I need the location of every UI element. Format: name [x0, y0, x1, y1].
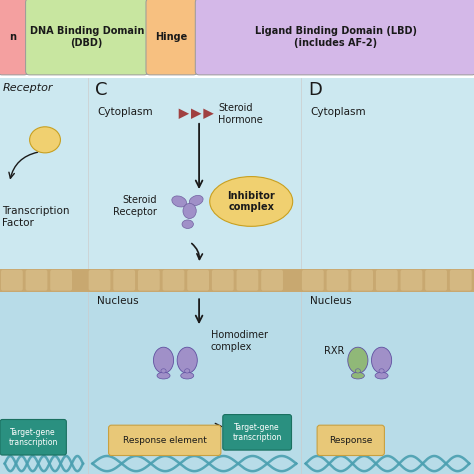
Ellipse shape — [154, 347, 173, 374]
FancyBboxPatch shape — [302, 270, 324, 291]
FancyBboxPatch shape — [113, 270, 135, 291]
Bar — [88, 292, 301, 474]
FancyBboxPatch shape — [146, 0, 197, 75]
FancyBboxPatch shape — [401, 270, 422, 291]
Ellipse shape — [351, 373, 365, 379]
Ellipse shape — [189, 195, 203, 206]
FancyBboxPatch shape — [187, 270, 209, 291]
FancyBboxPatch shape — [261, 270, 283, 291]
Text: Cytoplasm: Cytoplasm — [97, 107, 153, 117]
Bar — [0, 78, 88, 269]
Bar — [0, 292, 88, 474]
FancyBboxPatch shape — [351, 270, 373, 291]
Bar — [162, 359, 165, 374]
Bar — [301, 292, 474, 474]
Text: Steroid
Receptor: Steroid Receptor — [112, 195, 156, 217]
FancyBboxPatch shape — [327, 270, 348, 291]
Text: Nucleus: Nucleus — [310, 296, 352, 306]
FancyBboxPatch shape — [450, 270, 472, 291]
Text: Homodimer
complex: Homodimer complex — [211, 330, 268, 352]
Polygon shape — [203, 109, 214, 119]
Ellipse shape — [161, 369, 166, 373]
Ellipse shape — [157, 373, 170, 379]
Polygon shape — [191, 109, 201, 119]
Bar — [88, 78, 301, 269]
Ellipse shape — [348, 347, 368, 374]
Bar — [301, 269, 474, 292]
Text: Cytoplasm: Cytoplasm — [310, 107, 366, 117]
Polygon shape — [179, 109, 189, 119]
Ellipse shape — [185, 369, 190, 373]
Text: C: C — [95, 81, 107, 99]
Ellipse shape — [183, 203, 196, 219]
Ellipse shape — [182, 220, 193, 228]
FancyBboxPatch shape — [0, 0, 28, 75]
FancyBboxPatch shape — [0, 419, 66, 455]
Ellipse shape — [181, 373, 194, 379]
Text: RXR: RXR — [324, 346, 344, 356]
FancyBboxPatch shape — [1, 270, 23, 291]
FancyBboxPatch shape — [89, 270, 110, 291]
Text: D: D — [308, 81, 322, 99]
Ellipse shape — [29, 127, 61, 153]
FancyBboxPatch shape — [138, 270, 160, 291]
Ellipse shape — [355, 369, 360, 373]
Text: Receptor: Receptor — [2, 83, 53, 93]
Ellipse shape — [372, 347, 392, 374]
Ellipse shape — [379, 369, 384, 373]
FancyBboxPatch shape — [109, 425, 221, 456]
Ellipse shape — [172, 196, 186, 207]
Text: DNA Binding Domain
(DBD): DNA Binding Domain (DBD) — [29, 26, 144, 47]
Text: Nucleus: Nucleus — [97, 296, 139, 306]
Bar — [301, 78, 474, 269]
FancyBboxPatch shape — [237, 270, 258, 291]
Bar — [185, 359, 189, 374]
Text: Target-gene
transcription: Target-gene transcription — [9, 428, 58, 447]
Text: Transcription
Factor: Transcription Factor — [2, 206, 70, 228]
FancyBboxPatch shape — [195, 0, 474, 75]
FancyBboxPatch shape — [223, 415, 292, 450]
Bar — [380, 359, 383, 374]
Bar — [88, 269, 301, 292]
FancyBboxPatch shape — [317, 425, 384, 456]
FancyBboxPatch shape — [376, 270, 398, 291]
Ellipse shape — [210, 177, 292, 227]
FancyBboxPatch shape — [212, 270, 234, 291]
Text: Response: Response — [329, 436, 373, 445]
Text: Hinge: Hinge — [155, 32, 188, 42]
Text: Steroid
Hormone: Steroid Hormone — [218, 103, 263, 125]
FancyBboxPatch shape — [26, 0, 148, 75]
Text: Response element: Response element — [123, 436, 207, 445]
FancyBboxPatch shape — [163, 270, 184, 291]
FancyBboxPatch shape — [26, 270, 47, 291]
Ellipse shape — [375, 373, 388, 379]
Bar — [0, 269, 88, 292]
Text: n: n — [9, 32, 17, 42]
FancyBboxPatch shape — [50, 270, 72, 291]
Ellipse shape — [177, 347, 197, 374]
Bar — [356, 359, 359, 374]
FancyBboxPatch shape — [425, 270, 447, 291]
Text: Ligand Binding Domain (LBD)
(includes AF-2): Ligand Binding Domain (LBD) (includes AF… — [255, 26, 417, 47]
Text: Target-gene
transcription: Target-gene transcription — [232, 423, 282, 442]
Text: Inhibitor
complex: Inhibitor complex — [228, 191, 275, 212]
